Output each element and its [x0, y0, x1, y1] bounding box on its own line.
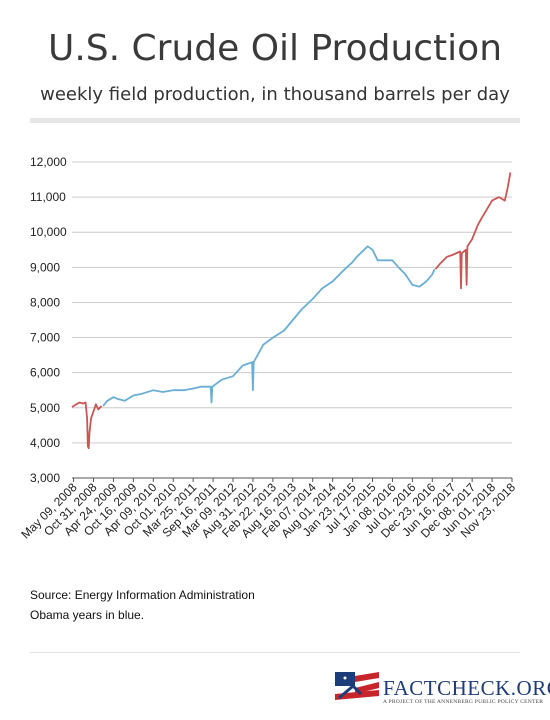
chart-title: U.S. Crude Oil Production — [47, 28, 503, 69]
y-tick-label: 7,000 — [30, 331, 60, 345]
chart-subtitle: weekly field production, in thousand bar… — [40, 84, 510, 105]
y-tick-label: 8,000 — [30, 295, 60, 309]
factcheck-logo[interactable]: FACTCHECK.ORG A PROJECT OF THE ANNENBERG… — [333, 668, 550, 708]
line-chart: 3,000 4,000 5,000 6,000 7,000 8,000 9,000 10,00… — [18, 155, 518, 542]
y-tick-label: 4,000 — [30, 436, 60, 450]
header-divider — [30, 118, 520, 123]
y-tick-label: 5,000 — [30, 401, 60, 415]
series-line — [434, 172, 512, 290]
series-line — [102, 245, 436, 407]
y-tick-label: 12,000 — [30, 155, 67, 169]
source-text: Source: Energy Information Administratio… — [30, 588, 255, 602]
flag-icon — [335, 672, 379, 704]
series-line — [71, 401, 103, 450]
y-tick-label: 10,000 — [30, 225, 67, 239]
source-note: Source: Energy Information Administratio… — [30, 585, 255, 625]
y-tick-label: 6,000 — [30, 366, 60, 380]
y-tick-label: 9,000 — [30, 260, 60, 274]
y-tick-label: 11,000 — [30, 190, 66, 204]
color-note: Obama years in blue. — [30, 608, 145, 622]
y-tick-label: 3,000 — [30, 471, 60, 485]
footer-divider — [30, 652, 520, 653]
